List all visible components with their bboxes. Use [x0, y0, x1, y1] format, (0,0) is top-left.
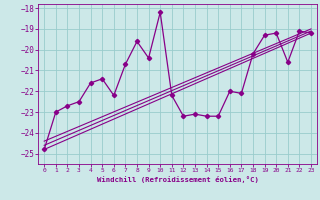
X-axis label: Windchill (Refroidissement éolien,°C): Windchill (Refroidissement éolien,°C): [97, 176, 259, 183]
